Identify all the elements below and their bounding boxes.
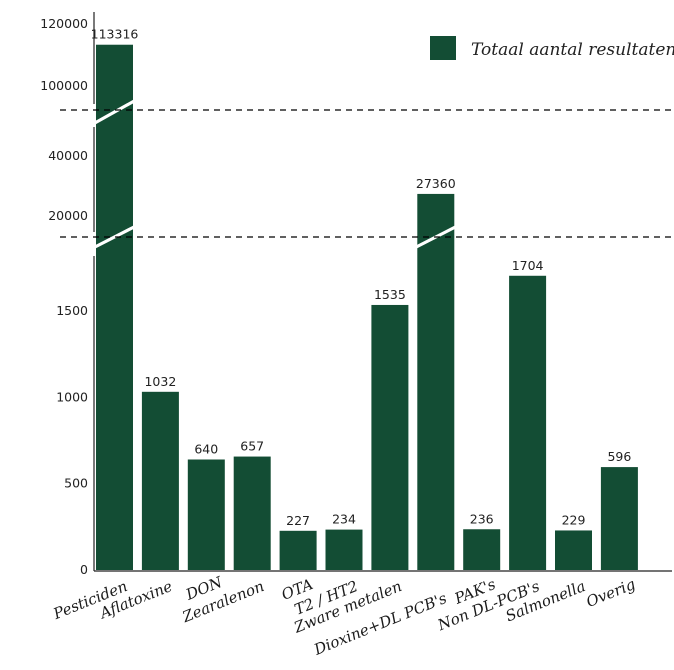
bar-value-label: 229 [562,512,586,527]
bar-value-label: 596 [607,449,631,464]
bar [371,304,409,570]
bar-value-label: 236 [470,511,494,526]
legend-swatch [430,36,456,60]
bar-value-label: 234 [332,512,356,527]
y-tick-label: 1000 [56,389,88,404]
bar-value-label: 1535 [374,287,406,302]
bar-value-label: 27360 [416,176,456,191]
bar-value-label: 113316 [91,27,139,42]
y-tick-label: 0 [80,562,88,577]
bar [463,529,501,570]
y-tick-label: 100000 [40,78,88,93]
y-tick-label: 1500 [56,303,88,318]
bar-value-labels: 113316 1032 640 657 227 234 1535 27360 236 1704 22… [91,27,632,528]
bar-value-label: 657 [240,439,264,454]
bar-value-label: 227 [286,513,310,528]
category-label: Overig [584,575,638,611]
bar-value-label: 1704 [512,258,544,273]
axis-break-marks [60,109,674,238]
bar [233,456,271,570]
chart-axes [93,12,672,572]
bar-break-slash [92,98,137,126]
y-tick-label: 500 [64,476,88,491]
bar-value-label: 640 [194,441,218,456]
legend: Totaal aantal resultaten [430,36,674,60]
y-tick-label: 40000 [48,148,88,163]
bar [509,275,547,570]
bar [279,530,317,570]
bar-value-label: 1032 [144,374,176,389]
bar [96,44,133,571]
y-tick-label: 120000 [40,16,88,31]
bar [325,529,363,570]
y-tick-label: 20000 [48,208,88,223]
bar [555,530,592,570]
chart-bars [92,44,638,571]
bar [600,467,638,570]
bar [187,459,225,570]
bar-break-slash [92,224,137,250]
y-tick-labels: 0 500 1000 1500 20000 40000 100000 120000 [40,16,88,577]
legend-label: Totaal aantal resultaten [471,40,674,60]
bar [417,193,455,571]
bar [141,391,179,570]
